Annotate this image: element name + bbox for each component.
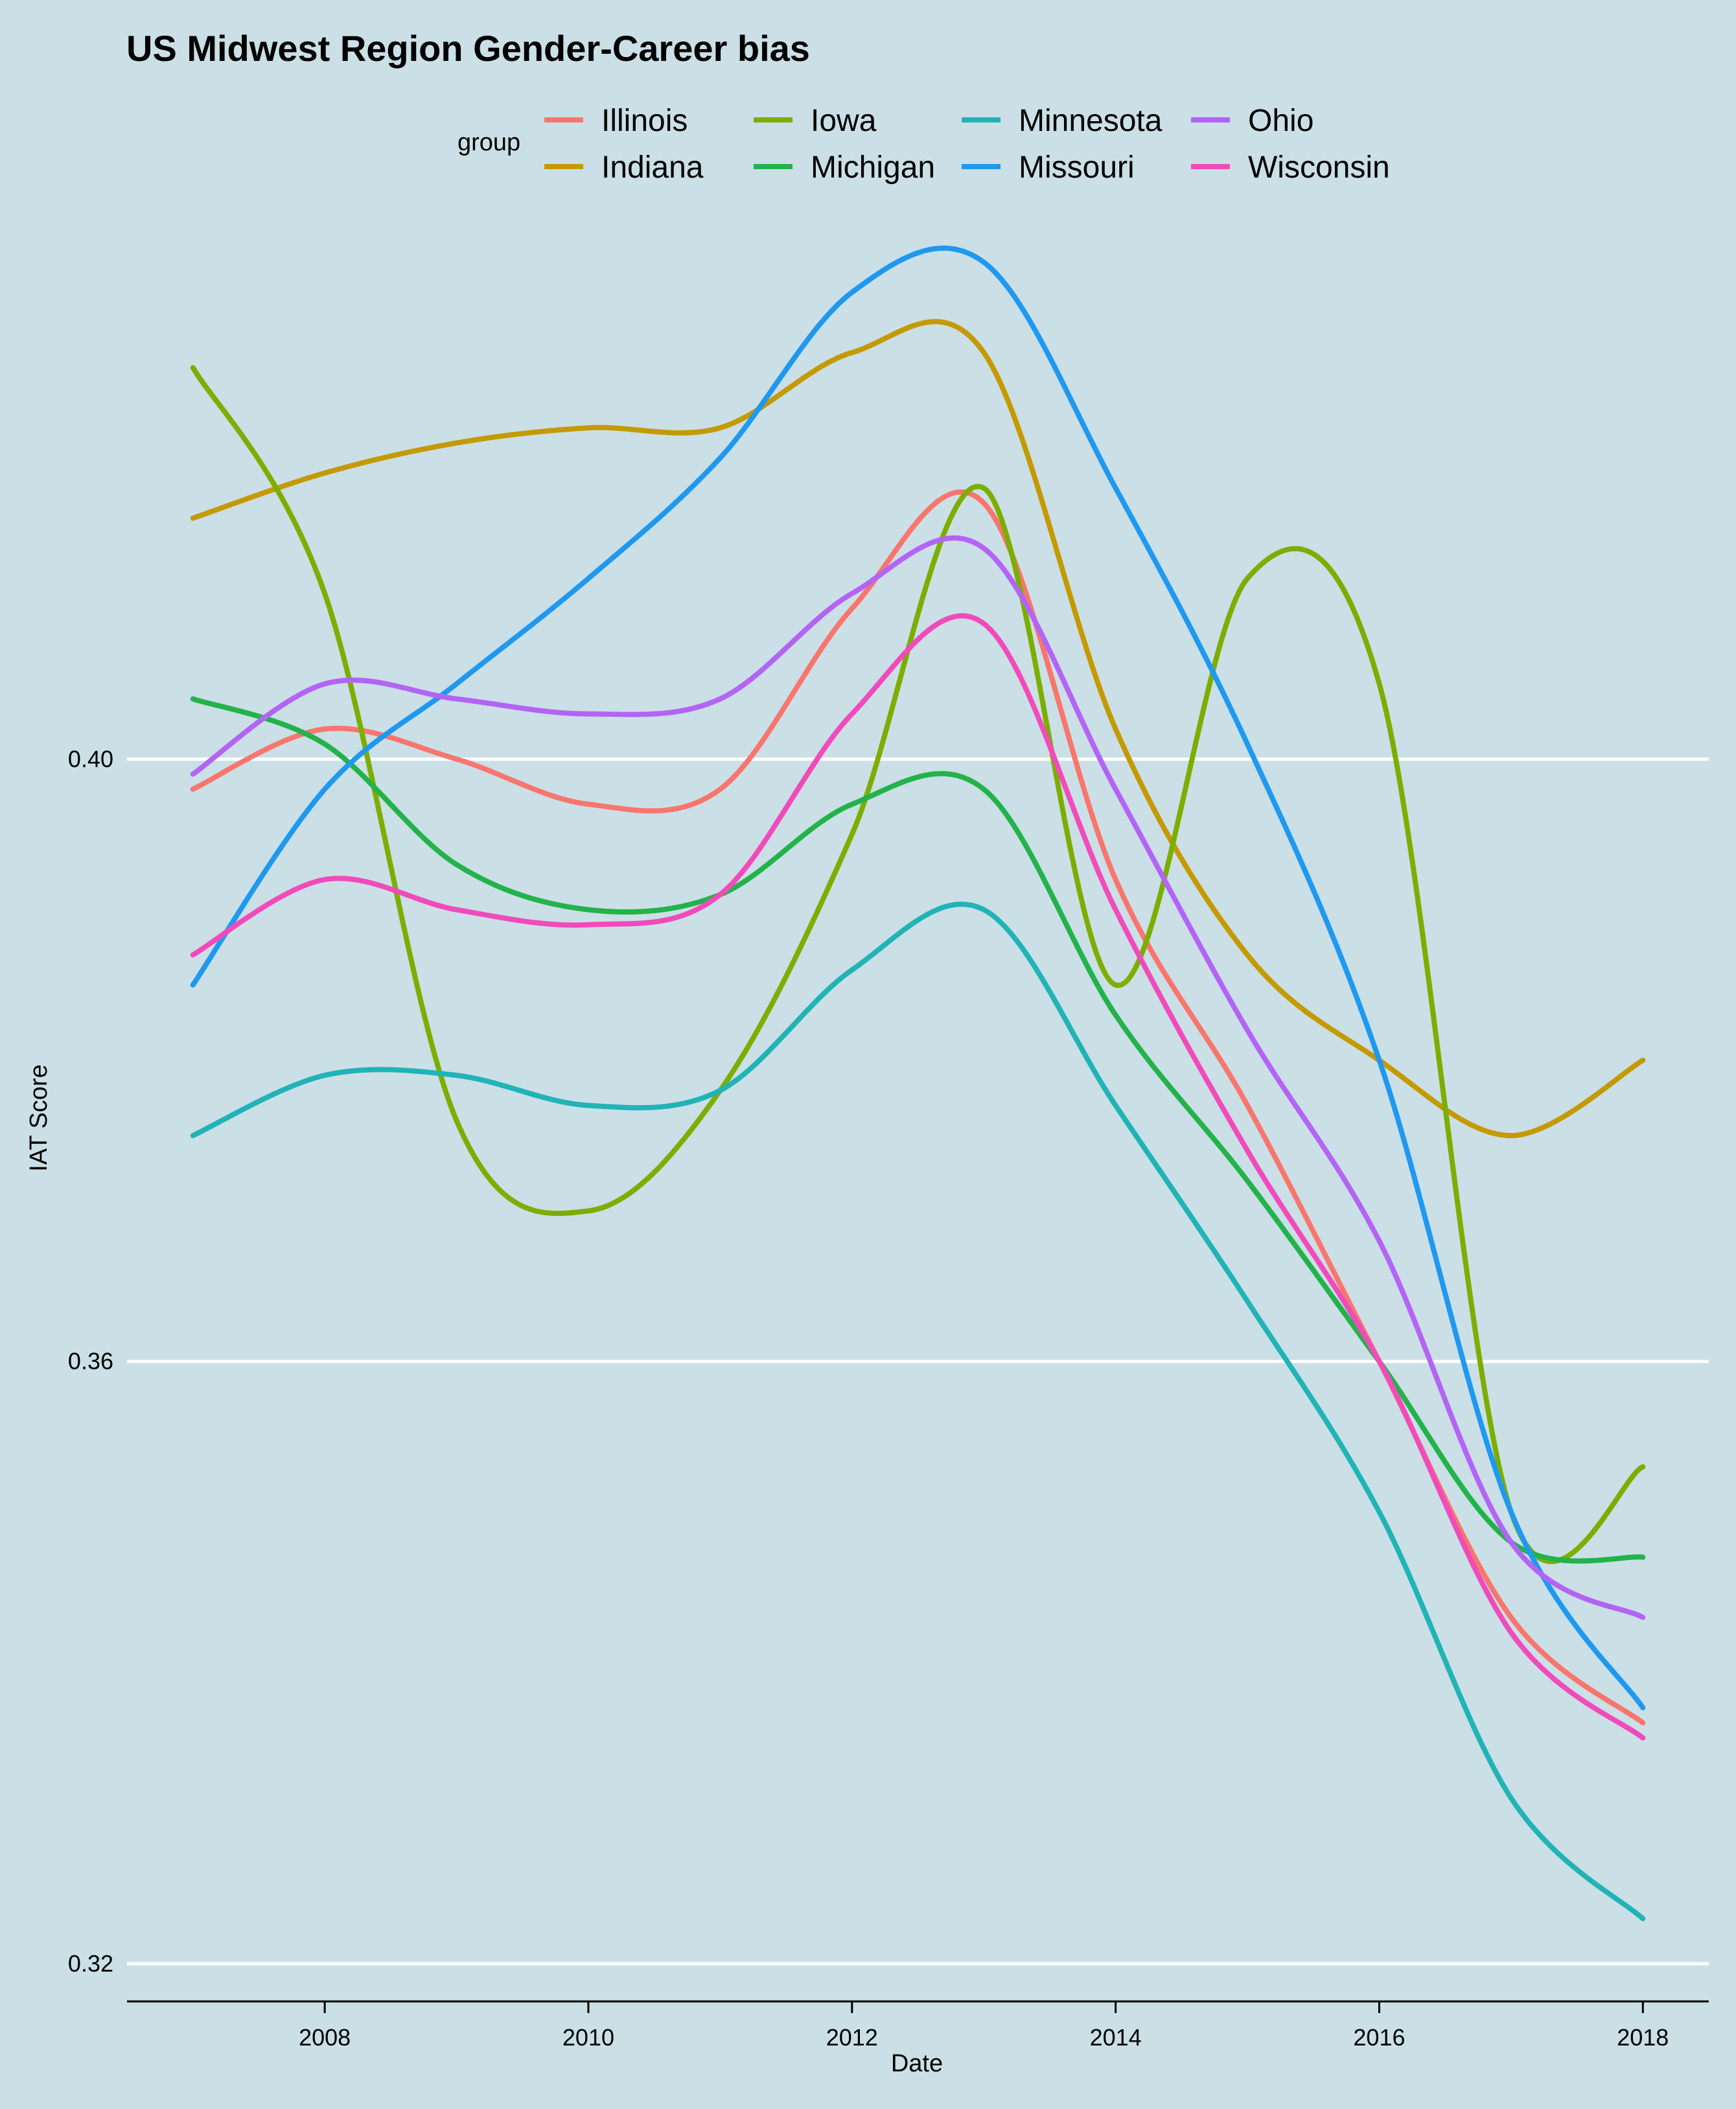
x-tick-label: 2012 [826, 2024, 878, 2051]
legend-label-wisconsin: Wisconsin [1248, 150, 1390, 185]
legend: group Illinois Indiana Iowa Michigan Minneso… [457, 104, 1390, 185]
x-tick-label: 2010 [562, 2024, 614, 2051]
legend-label-minnesota: Minnesota [1019, 104, 1163, 138]
series-line-indiana [190, 319, 1646, 1139]
legend-title: group [457, 129, 520, 156]
series-line-wisconsin [190, 613, 1646, 1741]
series-line-illinois [190, 489, 1646, 1726]
legend-label-indiana: Indiana [601, 150, 704, 185]
x-axis-title: Date [891, 2050, 943, 2077]
legend-label-illinois: Illinois [601, 104, 688, 138]
y-tick-label: 0.32 [68, 1950, 113, 1977]
legend-label-missouri: Missouri [1019, 150, 1135, 185]
series-line-minnesota [190, 902, 1646, 1922]
legend-label-michigan: Michigan [811, 150, 935, 185]
series-line-missouri [190, 245, 1646, 1710]
y-axis: 0.32 0.36 0.40 [68, 745, 113, 1977]
gridlines [127, 757, 1709, 1966]
legend-label-ohio: Ohio [1248, 104, 1314, 138]
x-axis: 2008 2010 2012 2014 2016 2018 [127, 2000, 1709, 2051]
series-line-ohio [190, 535, 1646, 1620]
x-tick-label: 2018 [1617, 2024, 1669, 2051]
series-lines [190, 245, 1646, 1922]
x-tick-label: 2008 [299, 2024, 351, 2051]
x-tick-label: 2014 [1090, 2024, 1142, 2051]
y-tick-label: 0.40 [68, 745, 113, 772]
y-axis-title: IAT Score [25, 1064, 52, 1171]
series-line-iowa [190, 365, 1646, 1565]
series-line-michigan [190, 696, 1646, 1564]
y-tick-label: 0.36 [68, 1348, 113, 1375]
chart-title: US Midwest Region Gender-Career bias [126, 28, 810, 69]
x-tick-label: 2016 [1353, 2024, 1405, 2051]
legend-label-iowa: Iowa [811, 104, 877, 138]
